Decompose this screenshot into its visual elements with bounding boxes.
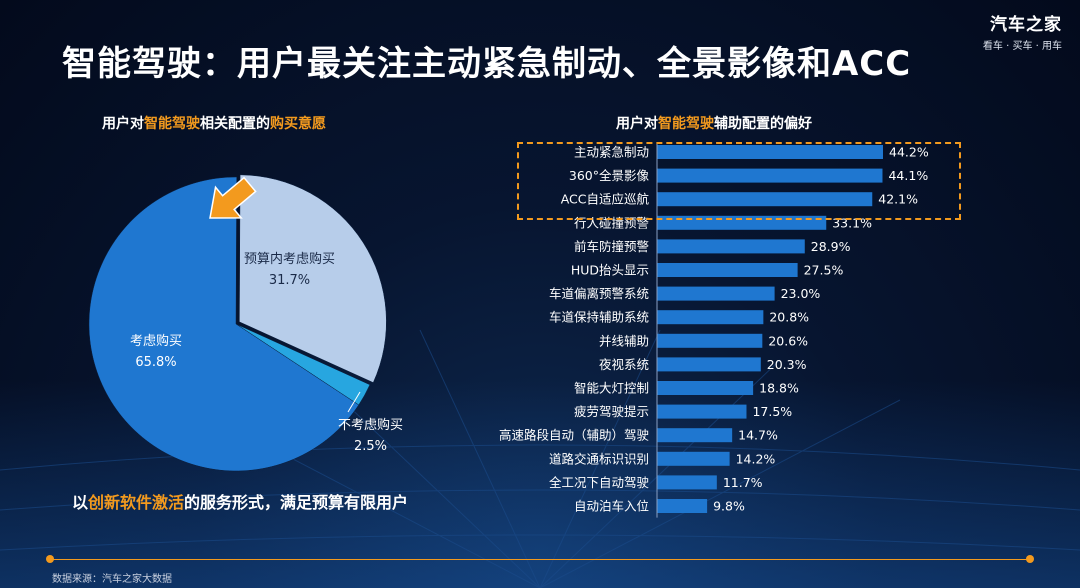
bar bbox=[657, 286, 775, 301]
bar-category-label: 疲劳驾驶提示 bbox=[574, 404, 649, 419]
bar-category-label: 智能大灯控制 bbox=[574, 381, 649, 396]
pie-label-not-consider-text: 不考虑购买 bbox=[338, 418, 404, 433]
bar-value-label: 44.1% bbox=[888, 168, 928, 183]
pie-title-highlight2: 购买意愿 bbox=[270, 116, 326, 132]
pie-title-highlight1: 智能驾驶 bbox=[144, 116, 200, 132]
bar-title-part2: 辅助配置的偏好 bbox=[714, 116, 812, 132]
bar bbox=[657, 168, 883, 183]
brand-slogan: 看车 · 买车 · 用车 bbox=[982, 41, 1062, 52]
bar-value-label: 14.7% bbox=[738, 428, 778, 443]
pie-title-part2: 相关配置的 bbox=[200, 116, 270, 132]
footer-divider bbox=[50, 559, 1030, 560]
bar bbox=[657, 333, 763, 348]
bar-category-label: ACC自适应巡航 bbox=[561, 192, 650, 207]
bar-value-label: 17.5% bbox=[752, 404, 792, 419]
bar-category-label: HUD抬头显示 bbox=[571, 263, 649, 278]
bar-category-label: 车道偏离预警系统 bbox=[549, 286, 649, 301]
bar-value-label: 42.1% bbox=[878, 192, 918, 207]
bar bbox=[657, 475, 717, 490]
pie-chart-title: 用户对智能驾驶相关配置的购买意愿 bbox=[102, 113, 326, 133]
bar-title-part1: 用户对 bbox=[616, 116, 658, 132]
pie-label-not-consider: 不考虑购买 2.5% bbox=[338, 414, 403, 454]
pie-label-not-consider-value: 2.5% bbox=[353, 439, 388, 454]
bar bbox=[657, 451, 730, 466]
pie-slice-budget bbox=[239, 174, 387, 383]
page-title: 智能驾驶：用户最关注主动紧急制动、全景影像和ACC bbox=[62, 44, 912, 84]
bar-value-label: 23.0% bbox=[781, 286, 821, 301]
bar-category-label: 360°全景影像 bbox=[569, 168, 650, 183]
data-source: 数据来源：汽车之家大数据 bbox=[52, 574, 172, 585]
pie-label-budget-value: 31.7% bbox=[268, 273, 311, 288]
conclusion-part2: 的服务形式，满足预算有限用户 bbox=[184, 493, 409, 512]
pie-chart-svg bbox=[88, 174, 387, 472]
bar-category-label: 车道保持辅助系统 bbox=[549, 310, 649, 325]
bar bbox=[657, 145, 883, 159]
pie-title-part1: 用户对 bbox=[102, 116, 144, 132]
footer-dot-left bbox=[46, 555, 54, 563]
bar-category-label: 前车防撞预警 bbox=[574, 239, 649, 254]
bar bbox=[657, 192, 873, 207]
pie-slice-consider bbox=[88, 176, 360, 472]
conclusion-part1: 以 bbox=[72, 493, 89, 512]
bar-value-label: 11.7% bbox=[723, 475, 763, 490]
bar-value-label: 20.6% bbox=[768, 333, 808, 348]
conclusion-text: 以创新软件激活的服务形式，满足预算有限用户 bbox=[72, 489, 408, 513]
bar bbox=[657, 239, 805, 254]
pie-label-budget-text: 预算内考虑购买 bbox=[244, 252, 336, 267]
bar-value-label: 27.5% bbox=[804, 263, 844, 278]
footer-dot-right bbox=[1026, 555, 1034, 563]
pie-label-consider-value: 65.8% bbox=[135, 355, 177, 370]
bar-category-label: 高速路段自动（辅助）驾驶 bbox=[499, 428, 650, 443]
bar-category-label: 主动紧急制动 bbox=[574, 145, 649, 160]
pie-chart: 预算内考虑购买 31.7% 考虑购买 65.8% 不考虑购买 2.5% bbox=[60, 160, 420, 480]
bar-value-label: 20.3% bbox=[767, 357, 807, 372]
top3-highlight-box bbox=[517, 142, 961, 220]
bar bbox=[657, 428, 733, 443]
bar-value-label: 44.2% bbox=[889, 145, 929, 160]
bar-category-label: 并线辅助 bbox=[599, 333, 649, 348]
brand-logo: 汽车之家 看车 · 买车 · 用车 bbox=[983, 10, 1062, 52]
bar-title-highlight1: 智能驾驶 bbox=[658, 116, 714, 132]
bar bbox=[657, 263, 798, 277]
pie-label-consider-text: 考虑购买 bbox=[130, 334, 183, 349]
bar-value-label: 14.2% bbox=[736, 451, 776, 466]
bar bbox=[657, 499, 708, 513]
bar bbox=[657, 310, 764, 325]
bar-chart-title: 用户对智能驾驶辅助配置的偏好 bbox=[616, 113, 812, 133]
brand-name: 汽车之家 bbox=[990, 15, 1062, 35]
bar bbox=[657, 381, 754, 395]
pointer-arrow-icon bbox=[209, 176, 257, 219]
bar bbox=[657, 357, 761, 372]
pie-label-budget: 预算内考虑购买 31.7% bbox=[244, 248, 335, 288]
bar-category-label: 道路交通标识识别 bbox=[549, 451, 649, 466]
bar-value-label: 9.8% bbox=[713, 499, 745, 514]
bar-value-label: 28.9% bbox=[811, 239, 851, 254]
pie-leader-line bbox=[347, 391, 361, 413]
bar-category-label: 自动泊车入位 bbox=[574, 499, 649, 514]
bar-category-label: 全工况下自动驾驶 bbox=[549, 475, 650, 490]
bar-value-label: 18.8% bbox=[759, 381, 799, 396]
bar-value-label: 20.8% bbox=[769, 310, 809, 325]
pie-label-consider: 考虑购买 65.8% bbox=[130, 330, 182, 370]
bar bbox=[657, 404, 747, 419]
bar-category-label: 夜视系统 bbox=[599, 357, 649, 372]
conclusion-highlight: 创新软件激活 bbox=[88, 493, 185, 512]
